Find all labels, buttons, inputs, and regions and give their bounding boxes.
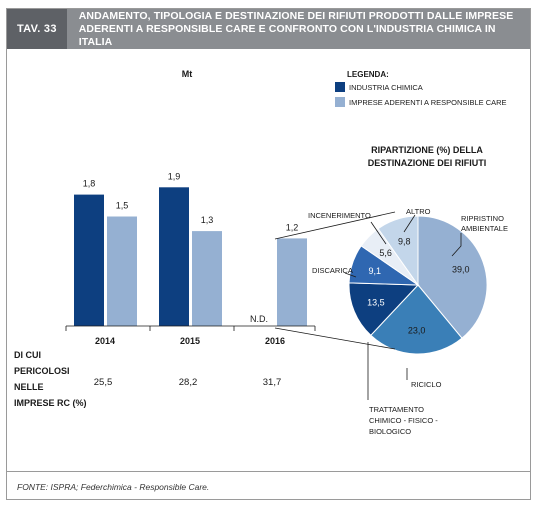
leader-discarica — [344, 272, 357, 278]
leader-incenerimento — [370, 221, 387, 245]
bar-value-label: 1,2 — [286, 222, 299, 232]
table-value-2016: 31,7 — [263, 377, 282, 388]
pie-value-5: 9,8 — [398, 237, 411, 247]
pie-slice-1 — [370, 284, 463, 355]
pie-title-line-2: DESTINAZIONE DEI RIFIUTI — [368, 158, 487, 168]
leader-2016-lower — [274, 327, 396, 350]
callout-trattamento-3: BIOLOGICO — [369, 427, 411, 436]
pie-slice-0 — [417, 215, 488, 339]
footer-divider — [7, 471, 530, 472]
bar-value-label: 1,8 — [83, 179, 96, 189]
pie-value-3: 9,1 — [368, 266, 381, 276]
callout-altro: ALTRO — [406, 207, 431, 216]
bar-2014-0 — [74, 194, 104, 326]
callout-trattamento-1: TRATTAMENTO — [369, 405, 424, 414]
bar-value-label: 1,3 — [201, 215, 214, 225]
page-title: ANDAMENTO, TIPOLOGIA E DESTINAZIONE DEI … — [67, 10, 530, 49]
table-tag: TAV. 33 — [7, 9, 67, 49]
bar-baseline — [65, 325, 316, 331]
bar-2015-0 — [159, 187, 189, 326]
bar-series: 1,8 1,5 1,9 1,3 N.D. 1,2 — [74, 171, 307, 326]
legend-label-rc: IMPRESE ADERENTI A RESPONSIBLE CARE — [349, 98, 507, 107]
pie-slice-5 — [377, 215, 419, 287]
bar-2014-1 — [107, 216, 137, 326]
unit-label: Mt — [182, 69, 193, 79]
pie-value-1: 23,0 — [408, 326, 426, 336]
header-band: TAV. 33 ANDAMENTO, TIPOLOGIA E DESTINAZI… — [7, 9, 530, 49]
bar-2016-1 — [277, 238, 307, 326]
x-tick-labels: 2014 2015 2016 — [95, 336, 285, 346]
pie-value-4: 5,6 — [379, 248, 392, 258]
leader-ripristino — [451, 233, 462, 257]
bar-2015-1 — [192, 231, 222, 326]
callout-incenerimento: INCENERIMENTO — [308, 211, 371, 220]
pie-title-line-1: RIPARTIZIONE (%) DELLA — [371, 145, 483, 155]
table-value-2015: 28,2 — [179, 377, 198, 388]
row-label-3: NELLE — [14, 382, 44, 392]
x-tick-2015: 2015 — [180, 336, 200, 346]
bar-value-label: 1,9 — [168, 171, 181, 181]
legend-title: LEGENDA: — [347, 70, 389, 79]
callout-ripristino-1: RIPRISTINO — [461, 214, 504, 223]
legend-swatch-rc — [335, 97, 345, 107]
row-label-2: PERICOLOSI — [14, 366, 70, 376]
x-tick-2014: 2014 — [95, 336, 115, 346]
bar-value-label: N.D. — [250, 314, 268, 324]
pie-slices — [348, 215, 488, 355]
bar-value-label: 1,5 — [116, 201, 129, 211]
callout-lines — [274, 211, 462, 400]
source-note: FONTE: ISPRA; Federchimica - Responsible… — [17, 482, 210, 492]
callout-ripristino-2: AMBIENTALE — [461, 224, 508, 233]
title-line-1: ANDAMENTO, TIPOLOGIA E DESTINAZIONE DEI … — [78, 9, 514, 22]
legend-label-industria: INDUSTRIA CHIMICA — [349, 83, 423, 92]
callout-discarica: DISCARICA — [312, 266, 353, 275]
title-line-2: ADERENTI A RESPONSIBLE CARE E CONFRONTO … — [78, 22, 496, 48]
leader-2016-upper — [274, 211, 396, 240]
row-label-4: IMPRESE RC (%) — [14, 398, 87, 408]
table-value-2014: 25,5 — [94, 377, 113, 388]
callout-trattamento-2: CHIMICO - FISICO - — [369, 416, 438, 425]
pie-value-labels: 39,0 23,0 13,5 9,1 5,6 9,8 — [367, 237, 469, 336]
pie-slice-2 — [348, 282, 420, 337]
row-label-1: DI CUI — [14, 350, 41, 360]
legend-swatch-industria — [335, 82, 345, 92]
pie-value-0: 39,0 — [452, 265, 470, 275]
leader-altro — [403, 214, 416, 233]
callout-riciclo: RICICLO — [411, 380, 442, 389]
pie-value-2: 13,5 — [367, 297, 385, 307]
x-tick-2016: 2016 — [265, 336, 285, 346]
